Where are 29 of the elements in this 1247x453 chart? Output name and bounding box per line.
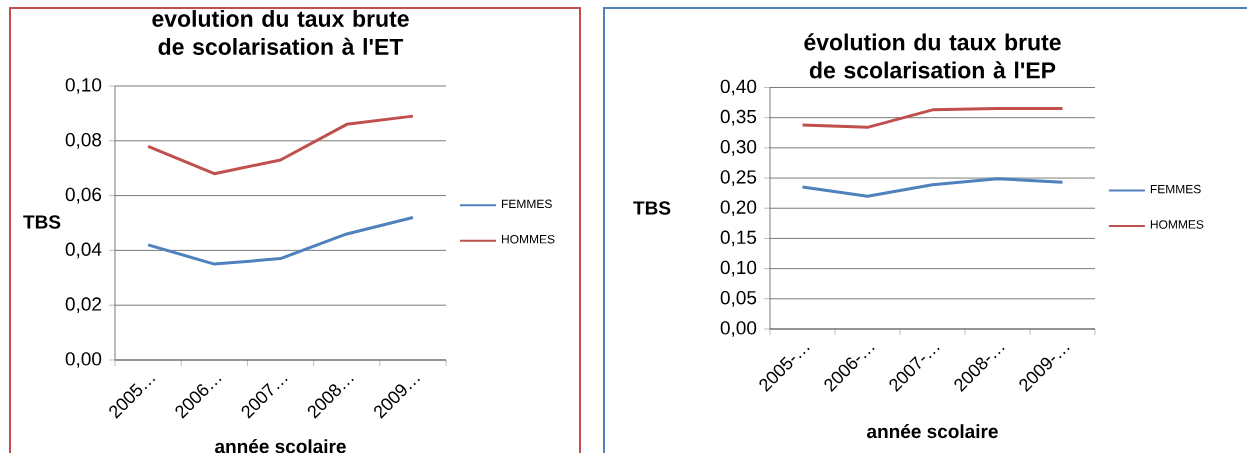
legend-label: HOMMES [1150, 220, 1204, 229]
y-tick-label: 0,00 [65, 352, 102, 368]
y-tick-label: 0,00 [720, 321, 757, 337]
line-series [801, 177, 1064, 198]
y-tick-label: 0,20 [720, 200, 757, 217]
y-tick-label: 0,25 [720, 170, 757, 186]
y-tick-label: 0,40 [720, 79, 757, 96]
chart-title: évolution du taux brute de scolarisation à l'EP [804, 33, 1061, 79]
line-series [146, 216, 415, 266]
x-axis-title: année scolaire [867, 424, 998, 439]
chart-title: evolution du taux brute de scolarisation à l'ET [152, 10, 409, 55]
x-axis-title: année scolaire [215, 439, 346, 453]
legend-label: FEMMES [1150, 184, 1201, 194]
y-tick-label: 0,30 [720, 140, 757, 156]
y-axis-title: TBS [23, 215, 61, 229]
legend-label: HOMMES [501, 234, 555, 244]
y-tick-label: 0,10 [65, 78, 102, 94]
line-series [801, 107, 1064, 129]
y-tick-label: 0,02 [65, 297, 102, 314]
y-tick-label: 0,35 [720, 109, 757, 126]
line-series [146, 114, 415, 176]
y-tick-label: 0,05 [720, 290, 757, 307]
y-tick-label: 0,04 [65, 242, 102, 259]
y-tick-label: 0,10 [720, 260, 757, 277]
legend-label: FEMMES [501, 199, 552, 209]
y-tick-label: 0,06 [65, 187, 102, 204]
y-tick-label: 0,08 [65, 132, 102, 149]
y-tick-label: 0,15 [720, 230, 757, 247]
y-axis-title: TBS [633, 201, 671, 215]
